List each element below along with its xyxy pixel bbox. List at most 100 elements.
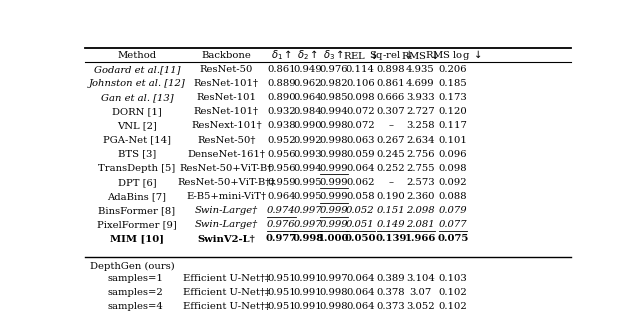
- Text: 0.206: 0.206: [439, 65, 467, 74]
- Text: $\delta_3\uparrow$: $\delta_3\uparrow$: [323, 49, 344, 62]
- Text: 0.976: 0.976: [320, 65, 348, 74]
- Text: 2.727: 2.727: [406, 107, 435, 116]
- Text: 0.173: 0.173: [438, 93, 467, 102]
- Text: 0.114: 0.114: [346, 65, 375, 74]
- Text: 0.956: 0.956: [267, 150, 296, 159]
- Text: ResNext-101†: ResNext-101†: [191, 121, 262, 131]
- Text: ResNet-101†: ResNet-101†: [194, 107, 259, 116]
- Text: SwinV2-L†: SwinV2-L†: [198, 234, 255, 243]
- Text: 0.245: 0.245: [376, 150, 405, 159]
- Text: 0.059: 0.059: [346, 150, 374, 159]
- Text: –: –: [388, 121, 394, 131]
- Text: 0.062: 0.062: [346, 178, 374, 187]
- Text: 3.052: 3.052: [406, 302, 435, 311]
- Text: samples=4: samples=4: [108, 302, 163, 311]
- Text: 3.933: 3.933: [406, 93, 435, 102]
- Text: 2.573: 2.573: [406, 178, 435, 187]
- Text: 0.075: 0.075: [437, 234, 468, 243]
- Text: 0.997: 0.997: [319, 274, 348, 283]
- Text: 0.307: 0.307: [377, 107, 405, 116]
- Text: 0.072: 0.072: [346, 121, 374, 131]
- Text: 0.932: 0.932: [267, 107, 296, 116]
- Text: 0.052: 0.052: [346, 206, 374, 215]
- Text: 0.952: 0.952: [267, 136, 296, 145]
- Text: 2.634: 2.634: [406, 136, 435, 145]
- Text: DenseNet-161†: DenseNet-161†: [188, 150, 265, 159]
- Text: 0.898: 0.898: [377, 65, 405, 74]
- Text: 0.106: 0.106: [346, 79, 374, 88]
- Text: Efficient U-Net†‡: Efficient U-Net†‡: [183, 274, 269, 283]
- Text: 0.064: 0.064: [346, 274, 374, 283]
- Text: 0.951: 0.951: [267, 302, 296, 311]
- Text: 0.999: 0.999: [319, 192, 348, 201]
- Text: E-B5+mini-ViT†: E-B5+mini-ViT†: [186, 192, 266, 201]
- Text: Method: Method: [118, 51, 157, 60]
- Text: AdaBins [7]: AdaBins [7]: [108, 192, 166, 201]
- Text: 0.995: 0.995: [293, 178, 322, 187]
- Text: Godard et al.[11]: Godard et al.[11]: [94, 65, 180, 74]
- Text: 0.889: 0.889: [267, 79, 296, 88]
- Text: 0.999: 0.999: [319, 178, 348, 187]
- Text: 0.964: 0.964: [293, 93, 322, 102]
- Text: ResNet-50: ResNet-50: [200, 65, 253, 74]
- Text: 0.252: 0.252: [377, 164, 405, 173]
- Text: 0.117: 0.117: [438, 121, 467, 131]
- Text: 0.951: 0.951: [267, 274, 296, 283]
- Text: 0.373: 0.373: [377, 302, 405, 311]
- Text: 2.755: 2.755: [406, 164, 435, 173]
- Text: 0.982: 0.982: [319, 79, 348, 88]
- Text: 0.976: 0.976: [267, 220, 296, 229]
- Text: ResNet-101: ResNet-101: [196, 93, 256, 102]
- Text: 2.756: 2.756: [406, 150, 435, 159]
- Text: Efficient U-Net†‡: Efficient U-Net†‡: [183, 302, 269, 311]
- Text: 0.994: 0.994: [319, 107, 348, 116]
- Text: RMS log $\downarrow$: RMS log $\downarrow$: [424, 48, 481, 63]
- Text: 0.977: 0.977: [266, 234, 297, 243]
- Text: 0.861: 0.861: [267, 65, 296, 74]
- Text: 0.890: 0.890: [267, 93, 296, 102]
- Text: 0.998: 0.998: [319, 302, 348, 311]
- Text: 0.991: 0.991: [293, 274, 322, 283]
- Text: VNL [2]: VNL [2]: [117, 121, 157, 131]
- Text: 0.861: 0.861: [377, 79, 405, 88]
- Text: MIM [10]: MIM [10]: [110, 234, 164, 243]
- Text: 0.994: 0.994: [293, 164, 322, 173]
- Text: 0.051: 0.051: [346, 220, 374, 229]
- Text: 0.984: 0.984: [293, 107, 322, 116]
- Text: REL $\downarrow$: REL $\downarrow$: [343, 50, 378, 61]
- Text: 0.389: 0.389: [377, 274, 405, 283]
- Text: 0.058: 0.058: [346, 192, 374, 201]
- Text: 0.185: 0.185: [438, 79, 467, 88]
- Text: 0.999: 0.999: [319, 164, 348, 173]
- Text: 0.101: 0.101: [438, 136, 467, 145]
- Text: 0.120: 0.120: [438, 107, 467, 116]
- Text: 0.098: 0.098: [346, 93, 374, 102]
- Text: Swin-Large†: Swin-Large†: [195, 206, 258, 215]
- Text: 0.072: 0.072: [346, 107, 374, 116]
- Text: ResNet-50+ViT-B†‡: ResNet-50+ViT-B†‡: [177, 178, 275, 187]
- Text: 0.964: 0.964: [267, 192, 296, 201]
- Text: $\delta_2\uparrow$: $\delta_2\uparrow$: [297, 49, 318, 62]
- Text: 0.999: 0.999: [319, 220, 348, 229]
- Text: PGA-Net [14]: PGA-Net [14]: [103, 136, 171, 145]
- Text: 0.267: 0.267: [377, 136, 405, 145]
- Text: 0.998: 0.998: [319, 121, 348, 131]
- Text: Efficient U-Net†‡: Efficient U-Net†‡: [183, 288, 269, 297]
- Text: 2.360: 2.360: [406, 192, 435, 201]
- Text: 0.666: 0.666: [377, 93, 405, 102]
- Text: DORN [1]: DORN [1]: [112, 107, 162, 116]
- Text: 0.974: 0.974: [267, 206, 296, 215]
- Text: 0.959: 0.959: [267, 178, 296, 187]
- Text: 0.190: 0.190: [376, 192, 405, 201]
- Text: 0.064: 0.064: [346, 302, 374, 311]
- Text: samples=1: samples=1: [108, 274, 163, 283]
- Text: ResNet-50†: ResNet-50†: [197, 136, 255, 145]
- Text: 0.985: 0.985: [319, 93, 348, 102]
- Text: 3.104: 3.104: [406, 274, 435, 283]
- Text: 0.102: 0.102: [438, 302, 467, 311]
- Text: $\delta_1\uparrow$: $\delta_1\uparrow$: [271, 49, 292, 62]
- Text: Johnston et al. [12]: Johnston et al. [12]: [89, 79, 186, 88]
- Text: TransDepth [5]: TransDepth [5]: [99, 164, 175, 173]
- Text: 0.378: 0.378: [377, 288, 405, 297]
- Text: 0.096: 0.096: [439, 150, 467, 159]
